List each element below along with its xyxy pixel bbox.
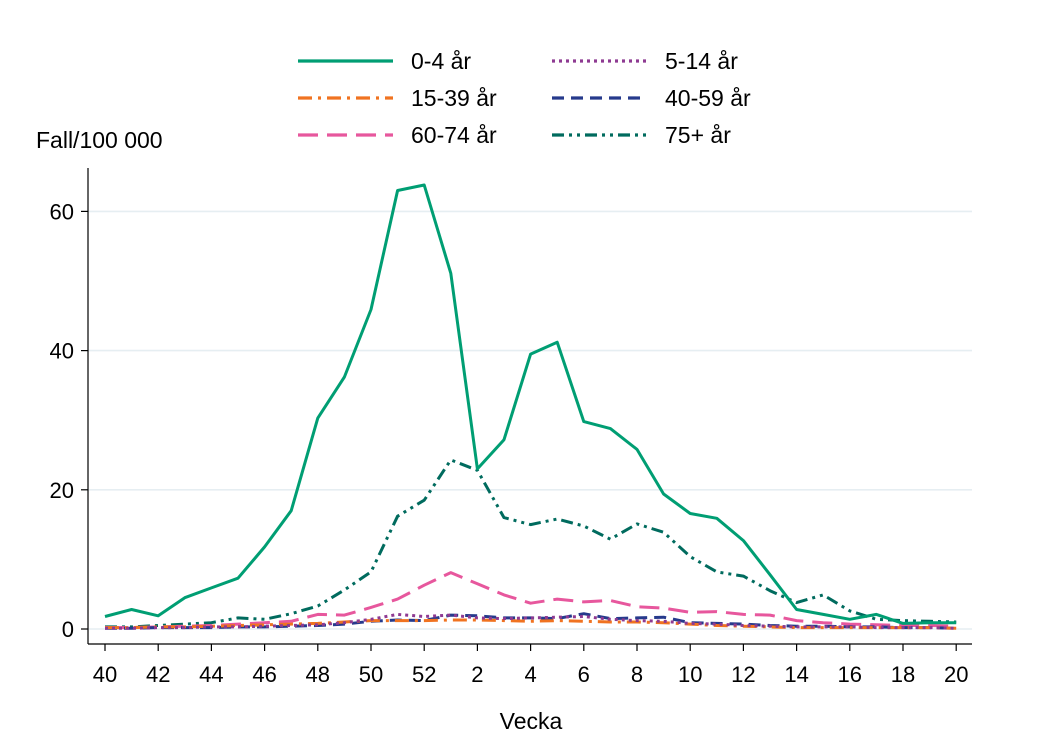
x-tick-label: 44 <box>199 662 223 687</box>
x-tick-label: 10 <box>678 662 702 687</box>
x-tick-label: 18 <box>891 662 915 687</box>
series-line <box>105 618 957 630</box>
legend-item: 15-39 år <box>298 85 497 111</box>
x-tick-label: 50 <box>359 662 383 687</box>
legend-item: 75+ år <box>552 122 731 148</box>
x-tick-label: 8 <box>631 662 643 687</box>
legend-label: 15-39 år <box>411 85 497 111</box>
series-line <box>104 183 957 625</box>
x-tick-label: 52 <box>412 662 436 687</box>
legend-label: 75+ år <box>665 122 731 148</box>
x-axis-title: Vecka <box>500 708 563 734</box>
x-tick-label: 14 <box>784 662 808 687</box>
x-tick-label: 48 <box>306 662 330 687</box>
series-line <box>105 458 957 629</box>
series-line <box>105 571 957 630</box>
y-tick-label: 20 <box>50 478 74 503</box>
axes <box>87 168 972 645</box>
x-tick-label: 42 <box>146 662 170 687</box>
x-tick-label: 40 <box>93 662 117 687</box>
legend-item: 40-59 år <box>552 85 751 111</box>
y-tick-label: 0 <box>62 617 74 642</box>
legend: 0-4 år 5-14 år 15-39 år 40-59 år 60-74 år 75+… <box>298 48 751 148</box>
legend-label: 5-14 år <box>665 48 738 74</box>
x-tick-label: 6 <box>578 662 590 687</box>
x-tick-label: 4 <box>524 662 536 687</box>
gridlines <box>88 210 972 630</box>
x-tick-label: 46 <box>252 662 276 687</box>
legend-item: 0-4 år <box>298 48 471 74</box>
series-lines <box>104 183 957 630</box>
x-tick-label: 12 <box>731 662 755 687</box>
y-axis-title: Fall/100 000 <box>36 127 163 153</box>
x-tick-label: 16 <box>838 662 862 687</box>
x-tick-label: 2 <box>471 662 483 687</box>
x-ticks: 40 42 44 46 48 50 52 2 4 6 8 10 12 14 16 18 20 <box>93 644 968 687</box>
legend-item: 5-14 år <box>552 48 738 74</box>
y-tick-label: 40 <box>50 339 74 364</box>
legend-item: 60-74 år <box>298 122 497 148</box>
y-ticks: 0 20 40 60 <box>50 199 88 642</box>
series-line <box>105 612 957 630</box>
legend-label: 0-4 år <box>411 48 471 74</box>
x-tick-label: 20 <box>944 662 968 687</box>
legend-label: 60-74 år <box>411 122 497 148</box>
legend-label: 40-59 år <box>665 85 751 111</box>
y-tick-label: 60 <box>50 199 74 224</box>
